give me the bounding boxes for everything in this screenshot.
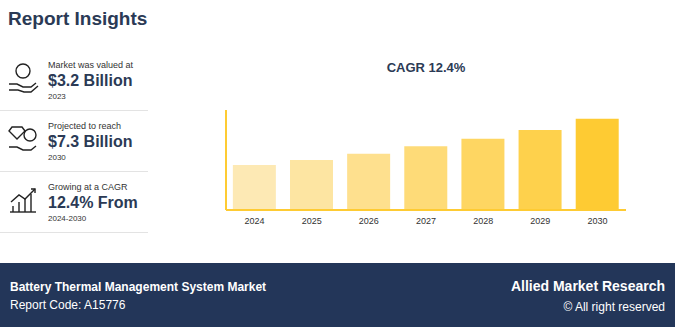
html-text:© All right reserved: © All right reserved	[563, 300, 665, 314]
html-text:2023: 2023	[48, 92, 66, 101]
html-text:2030: 2030	[48, 153, 66, 162]
html-text:$7.3 Billion: $7.3 Billion	[48, 133, 133, 150]
svg-text:2024: 2024	[245, 216, 265, 226]
html-text:Allied Market Research: Allied Market Research	[510, 278, 665, 294]
svg-text:2026: 2026	[359, 216, 379, 226]
svg-text:2027: 2027	[416, 216, 436, 226]
svg-text:2029: 2029	[530, 216, 550, 226]
html-text:Projected to reach: Projected to reach	[48, 121, 121, 131]
svg-text:2028: 2028	[473, 216, 493, 226]
html-text:Report Insights: Report Insights	[8, 8, 148, 29]
html-text:Market was valued at: Market was valued at	[48, 60, 133, 70]
html-text:12.4% From: 12.4% From	[48, 194, 138, 211]
html-text:Battery Thermal Management Sys: Battery Thermal Management System Market	[10, 280, 267, 294]
svg-text:2025: 2025	[302, 216, 322, 226]
svg-text:2030: 2030	[587, 216, 607, 226]
html-text:2024-2030: 2024-2030	[48, 214, 87, 223]
html-text:Report Code: A15776: Report Code: A15776	[10, 298, 126, 312]
html-text:CAGR 12.4%: CAGR 12.4%	[386, 60, 466, 75]
html-text:Growing at a CAGR: Growing at a CAGR	[48, 182, 128, 192]
html-text:$3.2 Billion: $3.2 Billion	[48, 72, 133, 89]
